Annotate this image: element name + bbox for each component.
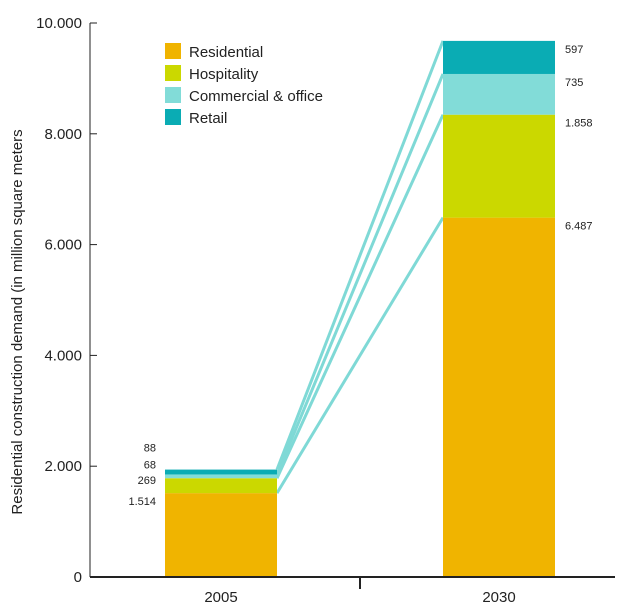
y-tick-label: 8.000: [44, 126, 82, 143]
data-label-2030: 735: [565, 77, 583, 89]
bar-2005-retail: [165, 469, 277, 475]
legend: Residential Hospitality Commercial & offic…: [165, 43, 323, 127]
bar-2005-commercial-office: [165, 474, 277, 479]
x-tick-label: 2005: [204, 589, 237, 605]
x-tick-label: 2030: [482, 589, 515, 605]
data-label-2030: 6.487: [565, 221, 593, 233]
data-label-2005: 68: [144, 459, 156, 471]
connector-lines: [275, 40, 445, 494]
legend-swatch: [165, 87, 181, 103]
y-tick-label: 6.000: [44, 237, 82, 254]
bar-2030-hospitality: [443, 114, 555, 218]
legend-label: Residential: [189, 44, 263, 61]
legend-label: Retail: [189, 110, 227, 127]
data-labels: 1.514 269 68 88 6.487 1.858 735 597: [128, 44, 592, 508]
bar-2005-residential: [165, 493, 277, 577]
y-tick-label: 0: [74, 569, 82, 586]
y-tick-label: 10.000: [36, 15, 82, 32]
data-label-2030: 1.858: [565, 118, 593, 130]
connector-retail: [275, 40, 445, 471]
y-axis: 0 2.000 4.000 6.000 8.000 10.000: [36, 15, 97, 586]
data-label-2005: 269: [138, 475, 156, 487]
y-tick-label: 4.000: [44, 347, 82, 364]
data-label-2005: 1.514: [128, 496, 156, 508]
data-label-2030: 597: [565, 44, 583, 56]
legend-label: Hospitality: [189, 66, 259, 83]
bar-2030-retail: [443, 40, 555, 74]
legend-swatch: [165, 65, 181, 81]
y-axis-label: Residential construction demand (in mill…: [9, 129, 26, 514]
bar-2005-hospitality: [165, 478, 277, 494]
bars: [165, 40, 555, 578]
y-tick-label: 2.000: [44, 458, 82, 475]
legend-swatch: [165, 43, 181, 59]
legend-swatch: [165, 109, 181, 125]
legend-label: Commercial & office: [189, 88, 323, 105]
bar-2030-residential: [443, 217, 555, 578]
connector-residential: [275, 216, 445, 494]
connector-commercial-office: [275, 73, 445, 476]
connector-hospitality: [275, 114, 445, 479]
bar-2030-commercial-office: [443, 73, 555, 115]
x-axis: 2005 2030: [90, 576, 615, 605]
data-label-2005: 88: [144, 443, 156, 455]
